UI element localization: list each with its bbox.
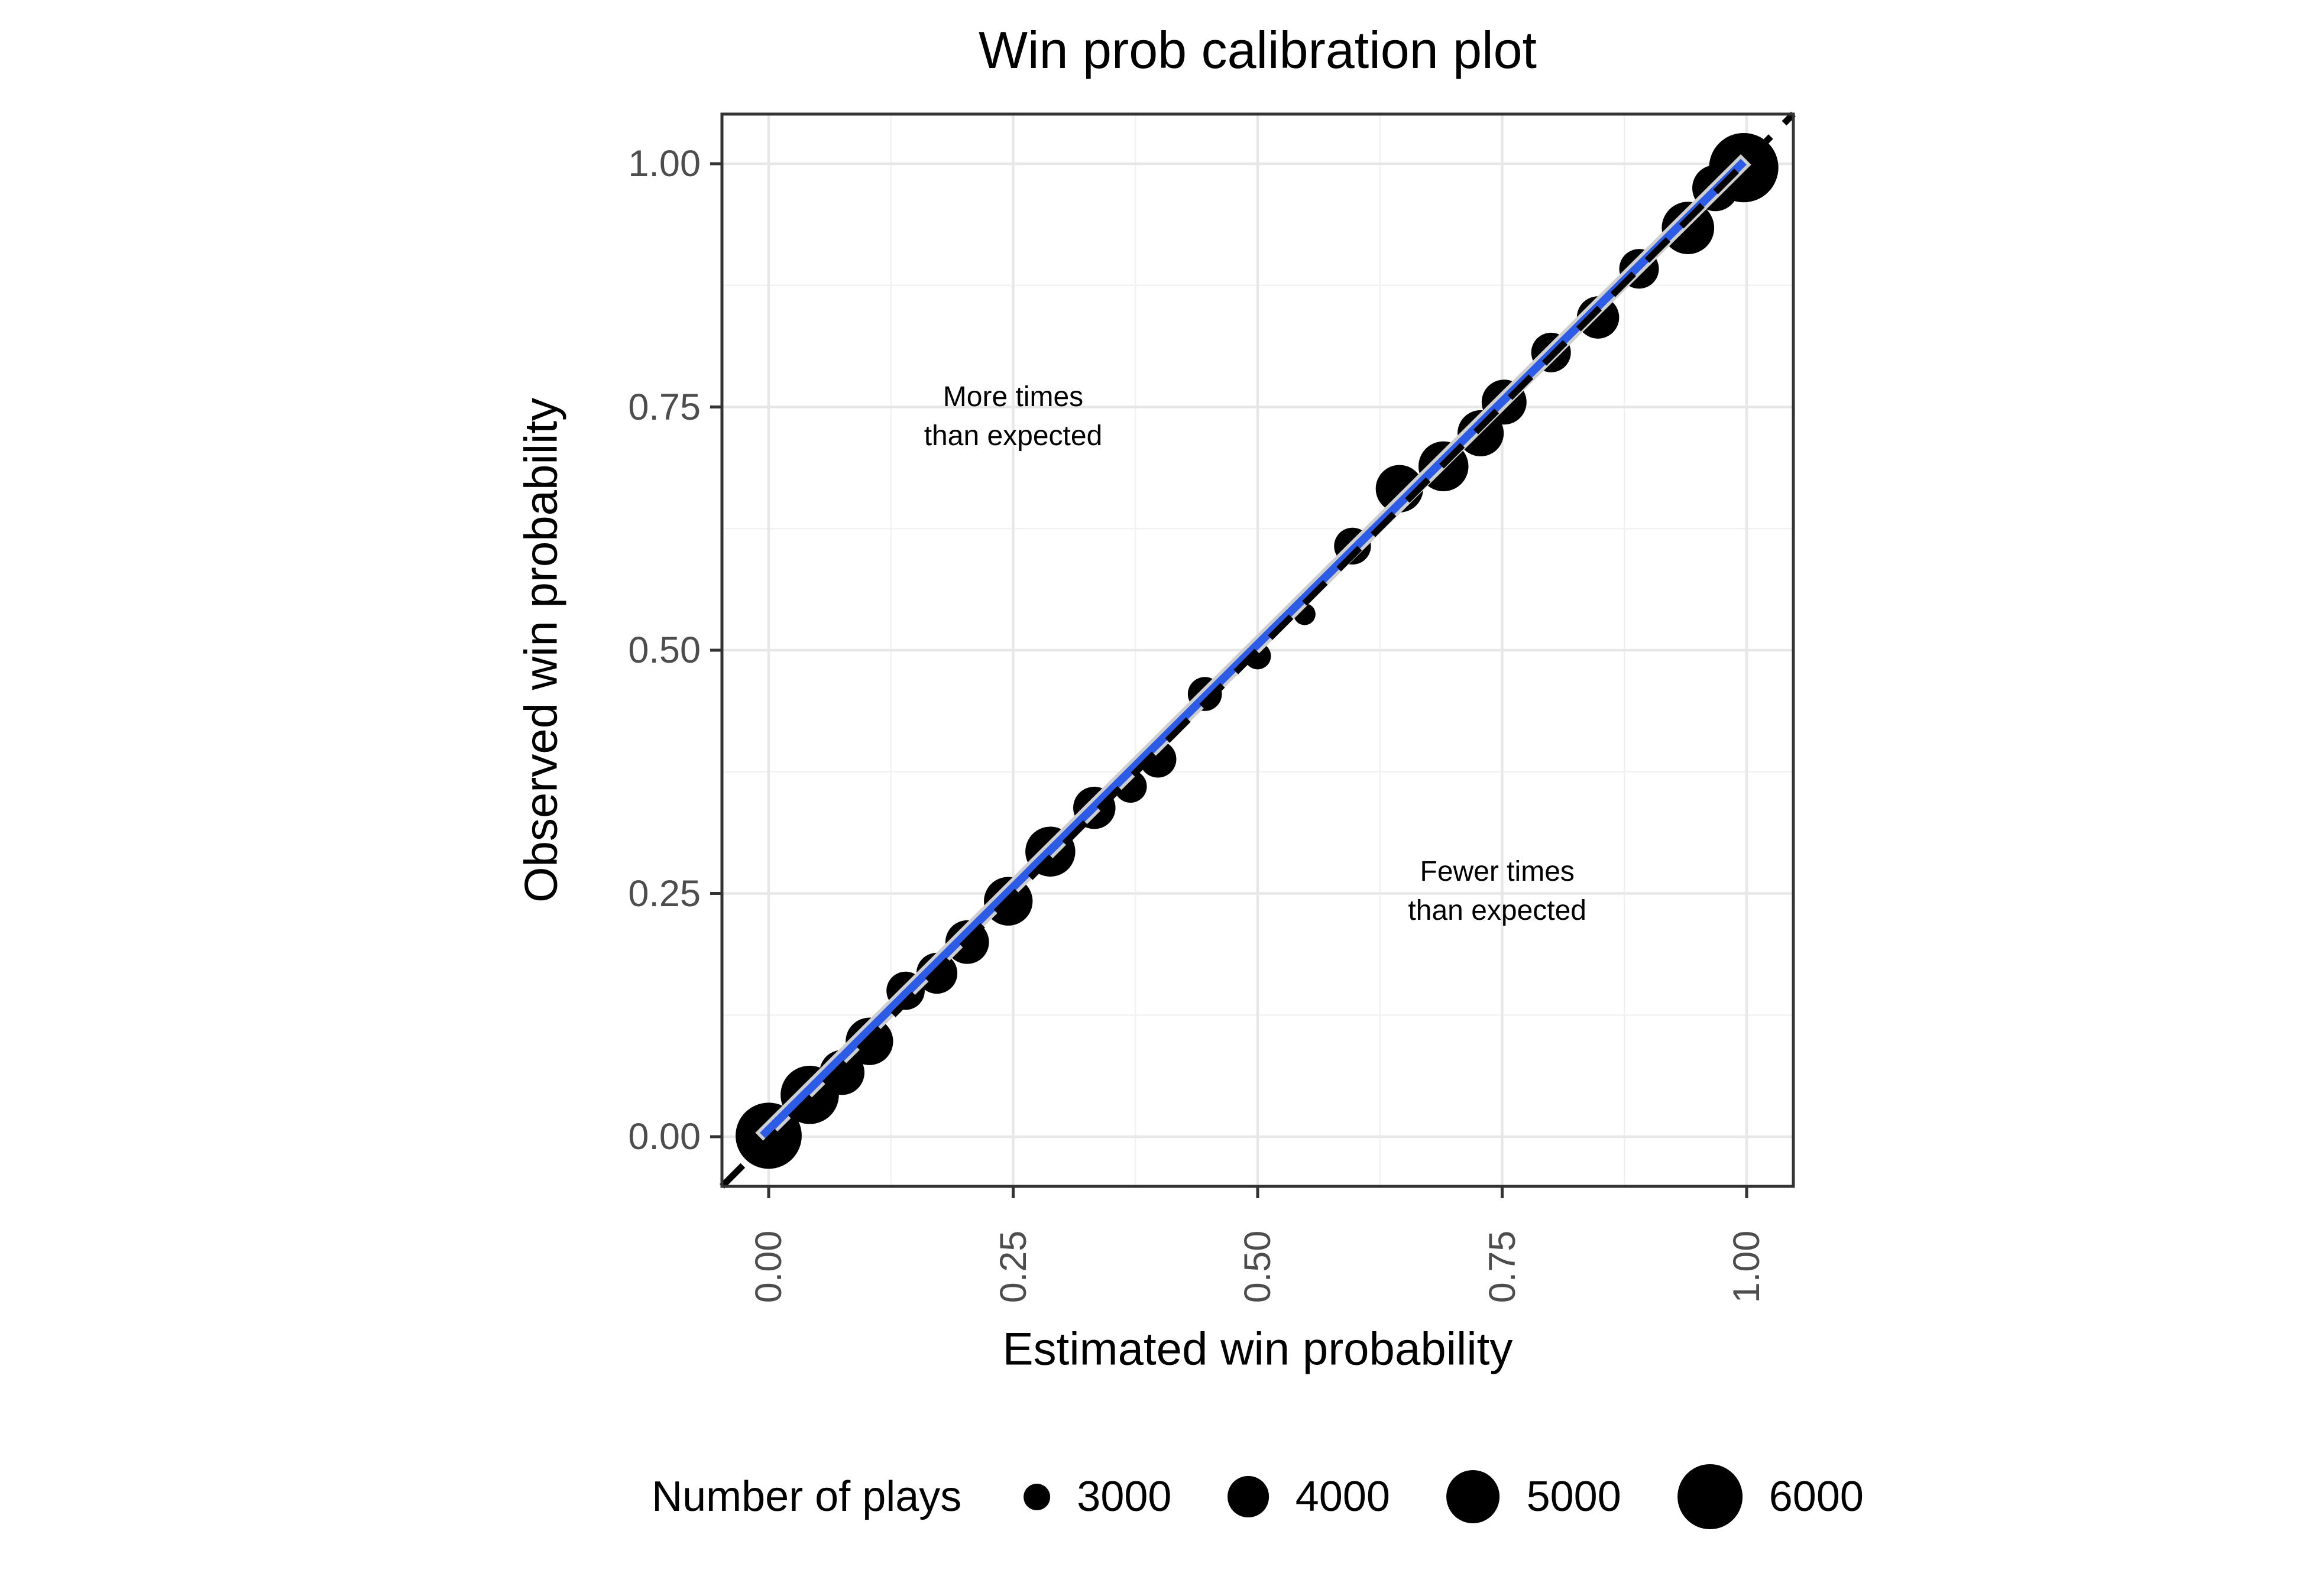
x-tick-label-0.00: 0.00 xyxy=(748,1230,789,1303)
annotation-more-times: More times than expected xyxy=(924,378,1103,456)
data-point xyxy=(1662,202,1715,254)
identity-dashed-line xyxy=(720,112,1796,1189)
x-tick-label-0.50: 0.50 xyxy=(1237,1230,1278,1303)
annotation-fewer-line-1: Fewer times xyxy=(1420,856,1575,888)
x-tick-label-0.25: 0.25 xyxy=(992,1230,1034,1303)
legend-size-label-6000: 6000 xyxy=(1769,1473,1864,1520)
size-legend: Number of plays 3000 4000 5000 6000 xyxy=(652,1464,1864,1529)
legend-size-dot-4000 xyxy=(1228,1476,1269,1517)
y-tick-label-0.25: 0.25 xyxy=(628,872,701,914)
legend-size-label-5000: 5000 xyxy=(1526,1473,1621,1520)
legend-size-dot-5000 xyxy=(1446,1470,1500,1524)
y-tick-label-0.75: 0.75 xyxy=(628,386,701,428)
x-tick-label-1.00: 1.00 xyxy=(1726,1230,1767,1303)
annotation-more-line-1: More times xyxy=(943,381,1084,413)
legend-item-3000: 3000 xyxy=(1024,1472,1171,1521)
x-axis-title: Estimated win probability xyxy=(1002,1322,1513,1375)
x-tick-label-0.75: 0.75 xyxy=(1481,1230,1523,1303)
legend-size-label-3000: 3000 xyxy=(1077,1473,1172,1520)
y-tick-label-0.00: 0.00 xyxy=(628,1116,701,1157)
legend-item-4000: 4000 xyxy=(1228,1472,1390,1521)
legend-item-5000: 5000 xyxy=(1446,1470,1621,1524)
legend-title: Number of plays xyxy=(652,1473,962,1520)
legend-size-dot-6000 xyxy=(1677,1464,1743,1529)
y-tick-label-0.50: 0.50 xyxy=(628,630,701,671)
legend-item-6000: 6000 xyxy=(1677,1464,1864,1529)
y-tick-label-1.00: 1.00 xyxy=(628,143,701,184)
legend-items: 3000 4000 5000 6000 xyxy=(1024,1464,1864,1529)
annotation-fewer-times: Fewer times than expected xyxy=(1408,852,1586,930)
plot-title: Win prob calibration plot xyxy=(978,21,1537,79)
legend-size-label-4000: 4000 xyxy=(1295,1473,1390,1520)
annotation-fewer-line-2: than expected xyxy=(1408,895,1587,927)
legend-size-dot-3000 xyxy=(1024,1483,1051,1510)
annotation-more-line-2: than expected xyxy=(924,420,1103,452)
